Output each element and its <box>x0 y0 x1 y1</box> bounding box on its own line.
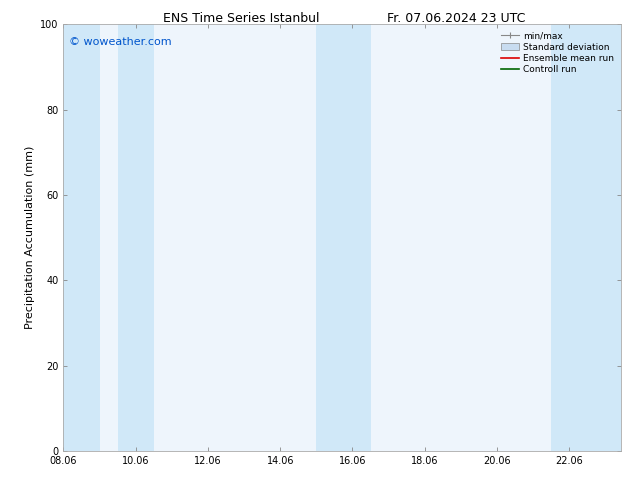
Text: ENS Time Series Istanbul: ENS Time Series Istanbul <box>163 12 319 25</box>
Bar <box>551 24 621 451</box>
Bar <box>117 24 153 451</box>
Text: Fr. 07.06.2024 23 UTC: Fr. 07.06.2024 23 UTC <box>387 12 526 25</box>
Bar <box>316 24 370 451</box>
Y-axis label: Precipitation Accumulation (mm): Precipitation Accumulation (mm) <box>25 146 35 329</box>
Text: © woweather.com: © woweather.com <box>69 37 172 48</box>
Bar <box>63 24 100 451</box>
Legend: min/max, Standard deviation, Ensemble mean run, Controll run: min/max, Standard deviation, Ensemble me… <box>499 29 617 77</box>
